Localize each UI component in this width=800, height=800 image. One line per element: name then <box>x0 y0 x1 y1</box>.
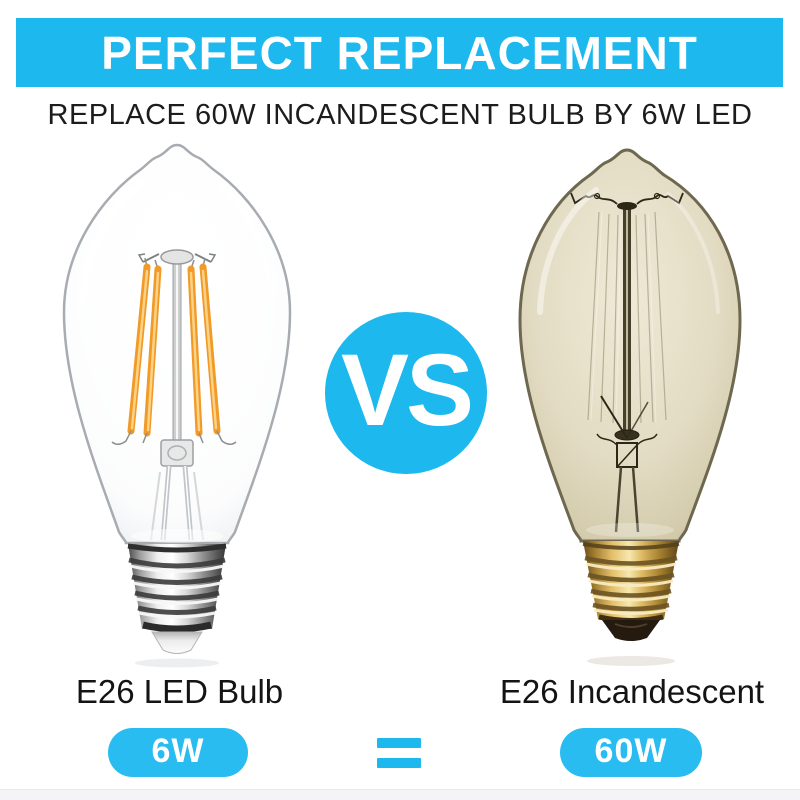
incandescent-e26-base <box>582 541 680 641</box>
incandescent-bulb-reflection <box>587 656 675 666</box>
led-filament-bulb-image <box>62 143 292 668</box>
led-wattage-value: 6W <box>151 732 205 770</box>
incandescent-filament-cage <box>570 192 684 533</box>
vs-badge: VS <box>325 312 487 474</box>
led-e26-base <box>127 543 227 654</box>
incandescent-bulb-label: E26 Incandescent <box>499 673 765 710</box>
incandescent-wattage-pill: 60W <box>560 728 702 777</box>
led-bulb-reflection <box>135 658 219 668</box>
incandescent-wattage-value: 60W <box>594 732 668 770</box>
floor-strip <box>0 789 800 800</box>
led-bulb-label: E26 LED Bulb <box>75 673 284 710</box>
header-banner: PERFECT REPLACEMENT <box>16 18 783 87</box>
led-wattage-pill: 6W <box>108 728 248 777</box>
vs-badge-label: VS <box>340 333 474 447</box>
incandescent-bulb-image <box>518 148 742 666</box>
equals-sign <box>377 738 421 768</box>
equals-bar-bottom <box>377 758 421 768</box>
equals-bar-top <box>377 738 421 748</box>
led-filament-assembly <box>111 249 237 541</box>
subtitle-text: REPLACE 60W INCANDESCENT BULB BY 6W LED <box>47 99 753 131</box>
banner-title: PERFECT REPLACEMENT <box>101 26 698 79</box>
